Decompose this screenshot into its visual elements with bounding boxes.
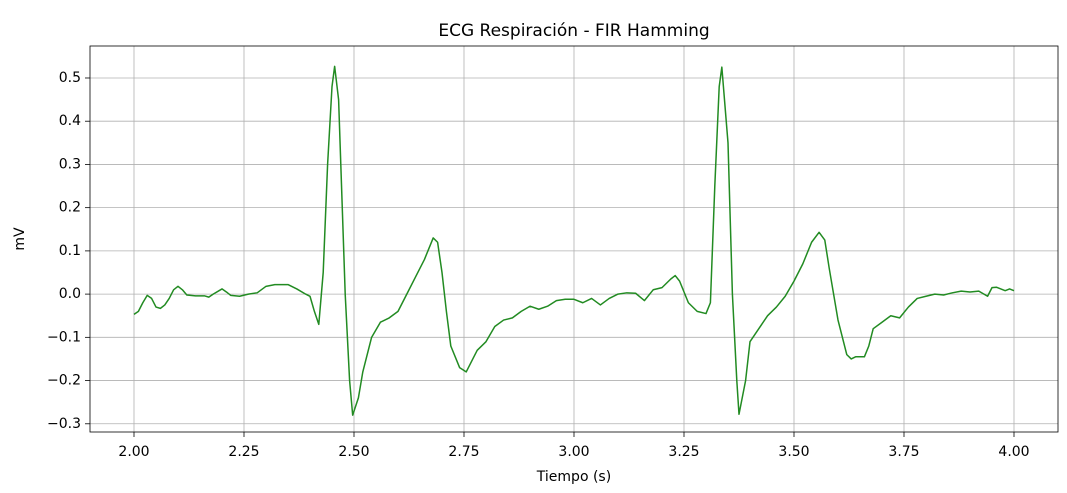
y-tick-label: −0.1: [47, 329, 81, 345]
y-tick-label: −0.3: [47, 416, 81, 432]
y-tick-label: 0.0: [59, 286, 81, 302]
x-tick-label: 3.50: [778, 444, 809, 460]
x-tick-label: 3.75: [888, 444, 919, 460]
x-tick-label: 3.00: [558, 444, 589, 460]
x-axis-label: Tiempo (s): [536, 469, 611, 485]
y-tick-label: 0.3: [59, 156, 81, 172]
x-tick-label: 2.00: [118, 444, 149, 460]
y-tick-label: 0.2: [59, 200, 81, 216]
y-axis-label: mV: [12, 227, 28, 251]
chart-title: ECG Respiración - FIR Hamming: [438, 21, 709, 41]
y-tick-label: −0.2: [47, 373, 81, 389]
x-tick-label: 2.25: [228, 444, 259, 460]
x-tick-label: 2.75: [448, 444, 479, 460]
y-tick-label: 0.1: [59, 243, 81, 259]
x-tick-label: 4.00: [998, 444, 1029, 460]
x-tick-label: 3.25: [668, 444, 699, 460]
plot-frame: [89, 45, 1059, 433]
line: [133, 65, 1015, 416]
y-tick-label: 0.5: [59, 70, 81, 86]
x-tick-label: 2.50: [338, 444, 369, 460]
y-tick-label: 0.4: [59, 113, 81, 129]
